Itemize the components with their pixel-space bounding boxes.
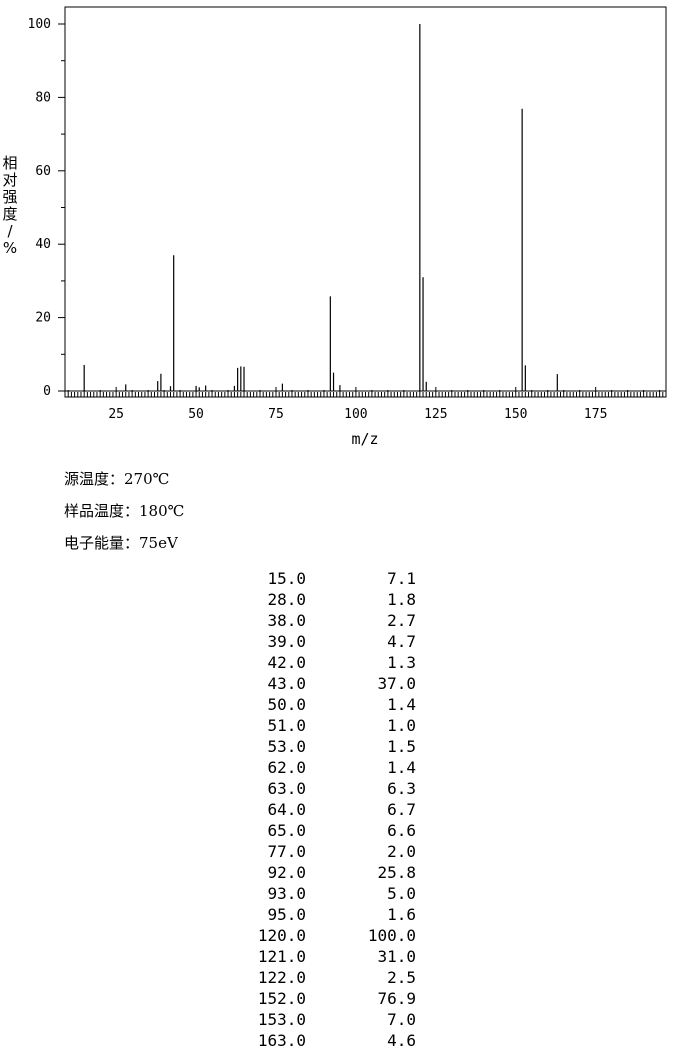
peak-row: 15.0 7.1 xyxy=(230,568,420,589)
peak-mz: 77.0 xyxy=(267,842,306,861)
peak-table: 15.0 7.1 28.0 1.8 38.0 2.7 39.0 4.7 42.0 1.3 43.0 3… xyxy=(230,568,420,1051)
peak-abundance: 100.0 xyxy=(367,926,416,945)
tick-labels: 25 50 75 100 125 150 175 0 20 40 60 80 100 xyxy=(28,17,608,422)
peak-abundance: 7.0 xyxy=(387,1010,416,1029)
peak-mz: 153.0 xyxy=(257,1010,306,1029)
peak-row: 51.0 1.0 xyxy=(230,715,420,736)
peak-abundance: 1.4 xyxy=(387,758,416,777)
sample-temperature: 样品温度：180℃ xyxy=(64,500,184,521)
peak-mz: 93.0 xyxy=(267,884,306,903)
peak-mz: 122.0 xyxy=(257,968,306,987)
peak-row: 92.0 25.8 xyxy=(230,862,420,883)
source-temperature-label: 源温度： xyxy=(64,470,125,488)
peak-row: 153.0 7.0 xyxy=(230,1009,420,1030)
peak-row: 93.0 5.0 xyxy=(230,883,420,904)
peak-mz: 28.0 xyxy=(267,590,306,609)
peak-mz: 63.0 xyxy=(267,779,306,798)
y-axis-label: 相对强度/% xyxy=(2,154,17,257)
peak-mz: 65.0 xyxy=(267,821,306,840)
peak-row: 63.0 6.3 xyxy=(230,778,420,799)
peak-abundance: 1.3 xyxy=(387,653,416,672)
sample-temperature-label: 样品温度： xyxy=(64,502,140,520)
peak-row: 62.0 1.4 xyxy=(230,757,420,778)
peak-abundance: 31.0 xyxy=(377,947,416,966)
x-tick-label: 125 xyxy=(424,407,447,422)
peak-abundance: 1.8 xyxy=(387,590,416,609)
peak-mz: 38.0 xyxy=(267,611,306,630)
x-axis-label: m/z xyxy=(351,430,378,448)
y-tick-label: 100 xyxy=(28,17,51,32)
peak-row: 122.0 2.5 xyxy=(230,967,420,988)
peak-row: 65.0 6.6 xyxy=(230,820,420,841)
peak-abundance: 6.3 xyxy=(387,779,416,798)
peak-abundance: 6.7 xyxy=(387,800,416,819)
electron-energy-label: 电子能量： xyxy=(64,534,140,552)
peak-abundance: 7.1 xyxy=(387,569,416,588)
peak-abundance: 2.7 xyxy=(387,611,416,630)
peak-mz: 95.0 xyxy=(267,905,306,924)
x-tick-label: 100 xyxy=(344,407,367,422)
peak-abundance: 5.0 xyxy=(387,884,416,903)
peak-row: 121.0 31.0 xyxy=(230,946,420,967)
y-tick-label: 20 xyxy=(35,311,51,326)
peak-row: 64.0 6.7 xyxy=(230,799,420,820)
y-tick-label: 60 xyxy=(35,164,51,179)
peak-row: 43.0 37.0 xyxy=(230,673,420,694)
peak-abundance: 6.6 xyxy=(387,821,416,840)
peak-abundance: 25.8 xyxy=(377,863,416,882)
source-temperature: 源温度：270℃ xyxy=(64,468,169,489)
peak-abundance: 2.0 xyxy=(387,842,416,861)
peak-mz: 163.0 xyxy=(257,1031,306,1050)
peak-row: 28.0 1.8 xyxy=(230,589,420,610)
peak-mz: 50.0 xyxy=(267,695,306,714)
peak-row: 39.0 4.7 xyxy=(230,631,420,652)
peak-abundance: 2.5 xyxy=(387,968,416,987)
peak-mz: 120.0 xyxy=(257,926,306,945)
y-tick-label: 0 xyxy=(43,384,51,399)
peak-abundance: 4.7 xyxy=(387,632,416,651)
peak-abundance: 37.0 xyxy=(377,674,416,693)
peak-row: 42.0 1.3 xyxy=(230,652,420,673)
x-tick-label: 150 xyxy=(504,407,527,422)
peak-mz: 42.0 xyxy=(267,653,306,672)
peak-row: 120.0 100.0 xyxy=(230,925,420,946)
peak-abundance: 4.6 xyxy=(387,1031,416,1050)
peak-mz: 92.0 xyxy=(267,863,306,882)
peak-mz: 43.0 xyxy=(267,674,306,693)
x-tick-label: 25 xyxy=(108,407,124,422)
peak-abundance: 76.9 xyxy=(377,989,416,1008)
x-tick-label: 175 xyxy=(584,407,607,422)
peak-mz: 15.0 xyxy=(267,569,306,588)
plot-frame xyxy=(64,6,667,398)
peak-mz: 62.0 xyxy=(267,758,306,777)
mass-spectrum-chart: 25 50 75 100 125 150 175 0 20 40 60 80 100 m/z 相对强度/… xyxy=(2,6,667,448)
peak-abundance: 1.6 xyxy=(387,905,416,924)
peak-row: 95.0 1.6 xyxy=(230,904,420,925)
y-tick-label: 80 xyxy=(35,90,51,105)
electron-energy-value: 75eV xyxy=(139,534,178,552)
spectrum-peaks xyxy=(83,24,558,391)
peak-mz: 121.0 xyxy=(257,947,306,966)
sample-temperature-value: 180℃ xyxy=(139,502,185,520)
x-tick-label: 50 xyxy=(188,407,204,422)
peak-mz: 39.0 xyxy=(267,632,306,651)
source-temperature-value: 270℃ xyxy=(124,470,170,488)
peak-row: 53.0 1.5 xyxy=(230,736,420,757)
peak-mz: 152.0 xyxy=(257,989,306,1008)
y-tick-label: 40 xyxy=(35,237,51,252)
axis-ticks xyxy=(58,23,666,397)
peak-row: 77.0 2.0 xyxy=(230,841,420,862)
peak-mz: 51.0 xyxy=(267,716,306,735)
peak-row: 152.0 76.9 xyxy=(230,988,420,1009)
peak-mz: 64.0 xyxy=(267,800,306,819)
x-tick-label: 75 xyxy=(268,407,284,422)
peak-row: 50.0 1.4 xyxy=(230,694,420,715)
peak-abundance: 1.5 xyxy=(387,737,416,756)
peak-row: 163.0 4.6 xyxy=(230,1030,420,1051)
peak-mz: 53.0 xyxy=(267,737,306,756)
electron-energy: 电子能量：75eV xyxy=(64,532,178,553)
peak-abundance: 1.4 xyxy=(387,695,416,714)
peak-row: 38.0 2.7 xyxy=(230,610,420,631)
peak-abundance: 1.0 xyxy=(387,716,416,735)
